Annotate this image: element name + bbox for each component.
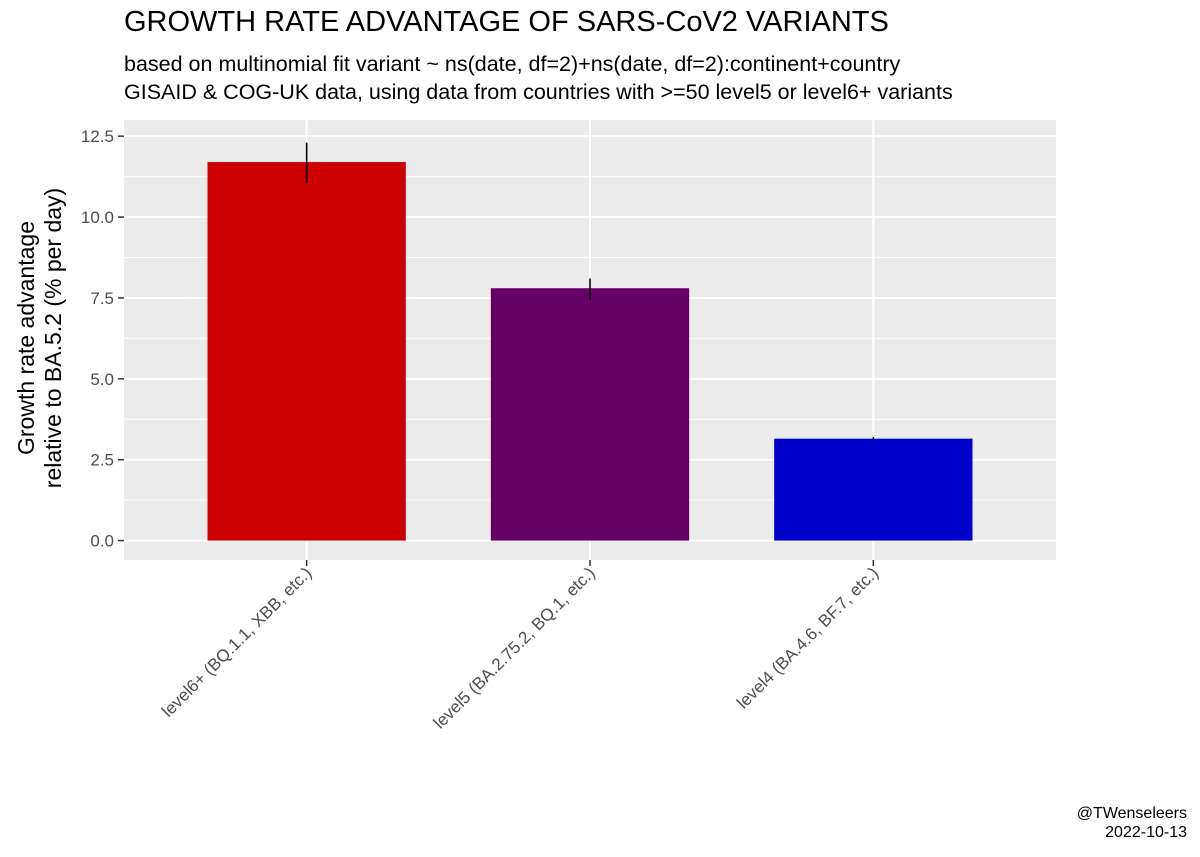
chart-title: GROWTH RATE ADVANTAGE OF SARS-CoV2 VARIA… [124, 6, 889, 38]
y-tick-label: 0.0 [90, 532, 114, 551]
bar [207, 162, 406, 541]
bar [490, 288, 690, 541]
credit-date: 2022-10-13 [1105, 824, 1187, 841]
y-tick-label: 12.5 [81, 127, 114, 146]
chart-subtitle-line-1: based on multinomial fit variant ~ ns(da… [124, 52, 901, 76]
y-tick-label: 5.0 [90, 370, 114, 389]
y-tick-label: 2.5 [90, 451, 114, 470]
credit-author: @TWenseleers [1076, 805, 1187, 822]
y-tick-label: 7.5 [90, 289, 114, 308]
x-tick-label: level4 (BA.4.6, BF.7, etc.) [733, 563, 882, 712]
bar [774, 438, 973, 541]
x-tick-label: level6+ (BQ.1.1, XBB, etc.) [158, 563, 315, 720]
chart-subtitle-line-2: GISAID & COG-UK data, using data from co… [124, 80, 953, 104]
x-tick-label: level5 (BA.2.75.2, BQ.1, etc.) [430, 563, 599, 732]
y-tick-label: 10.0 [81, 208, 114, 227]
